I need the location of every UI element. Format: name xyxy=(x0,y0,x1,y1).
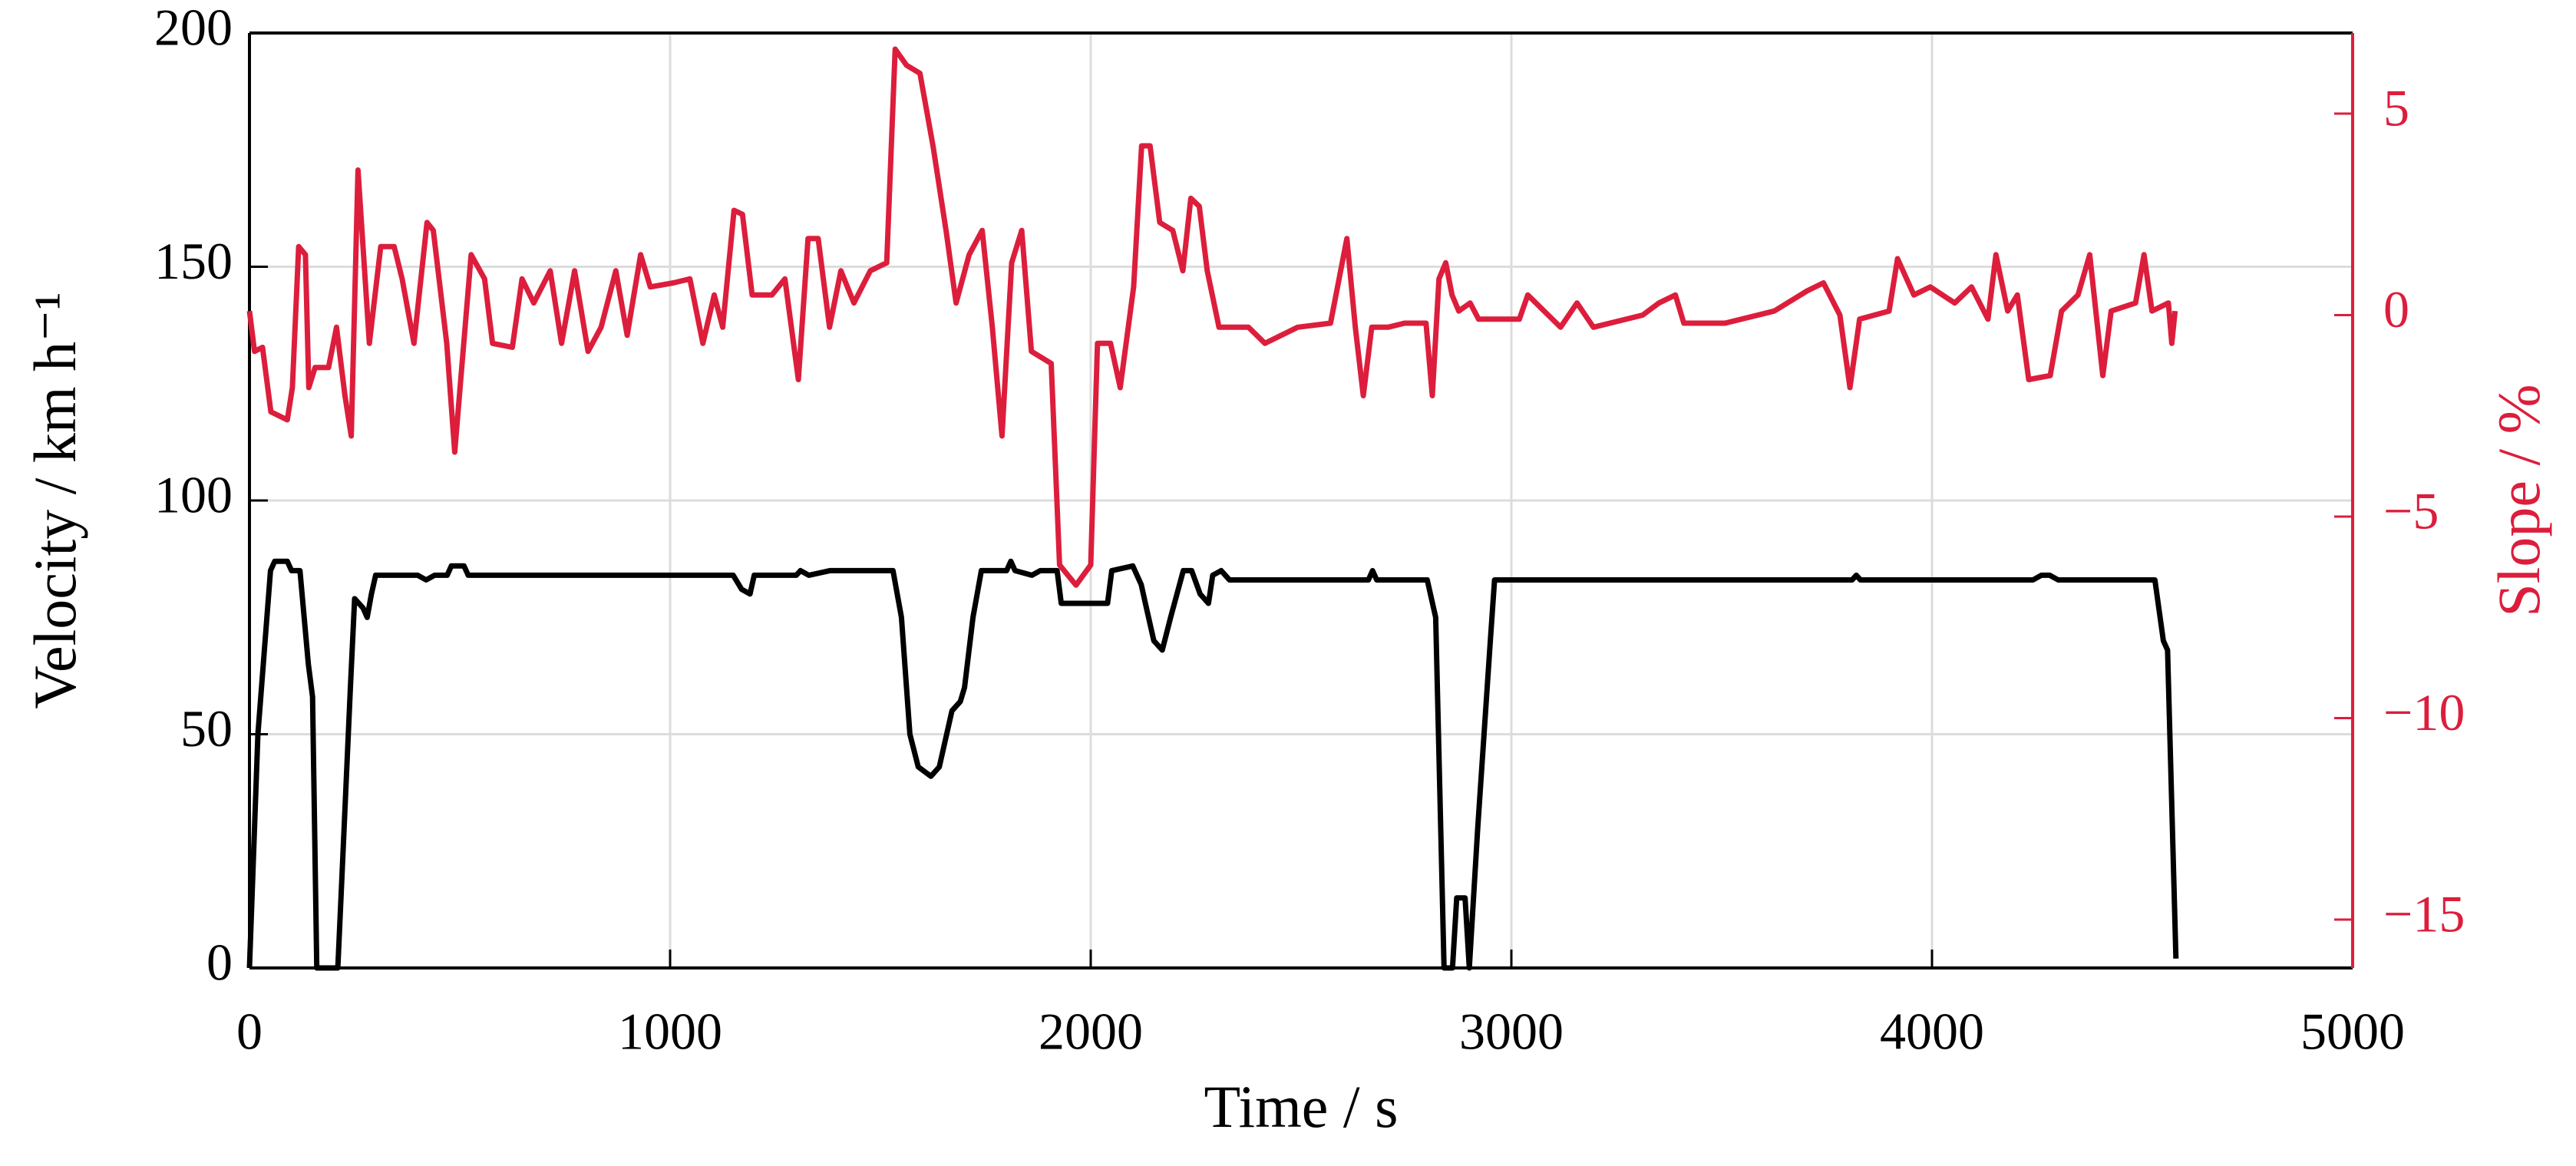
series-line xyxy=(246,46,2178,588)
y2-axis-label: Slope / % xyxy=(2485,384,2552,616)
y2-tick-label: 5 xyxy=(2383,79,2409,137)
x-tick-label: 5000 xyxy=(2300,1002,2405,1061)
y2-tick-label: 0 xyxy=(2383,280,2409,339)
y-tick-label: 200 xyxy=(154,0,233,57)
x-axis-label: Time / s xyxy=(1204,1073,1399,1140)
y2-tick-label: −5 xyxy=(2383,482,2439,540)
y-tick-label: 150 xyxy=(154,232,233,290)
series-line xyxy=(246,558,2179,971)
y2-tick-label: −10 xyxy=(2383,683,2465,742)
y-tick-label: 100 xyxy=(154,466,233,524)
y2-tick-label: −15 xyxy=(2383,885,2465,943)
x-tick-label: 4000 xyxy=(1880,1002,1984,1061)
x-tick-label: 2000 xyxy=(1039,1002,1143,1061)
y-tick-label: 0 xyxy=(206,933,233,992)
y-axis-label: Velocity / km h⁻¹ xyxy=(21,292,88,709)
x-tick-label: 3000 xyxy=(1459,1002,1564,1061)
y-tick-label: 50 xyxy=(180,699,233,758)
x-tick-label: 0 xyxy=(236,1002,263,1061)
x-tick-label: 1000 xyxy=(618,1002,722,1061)
